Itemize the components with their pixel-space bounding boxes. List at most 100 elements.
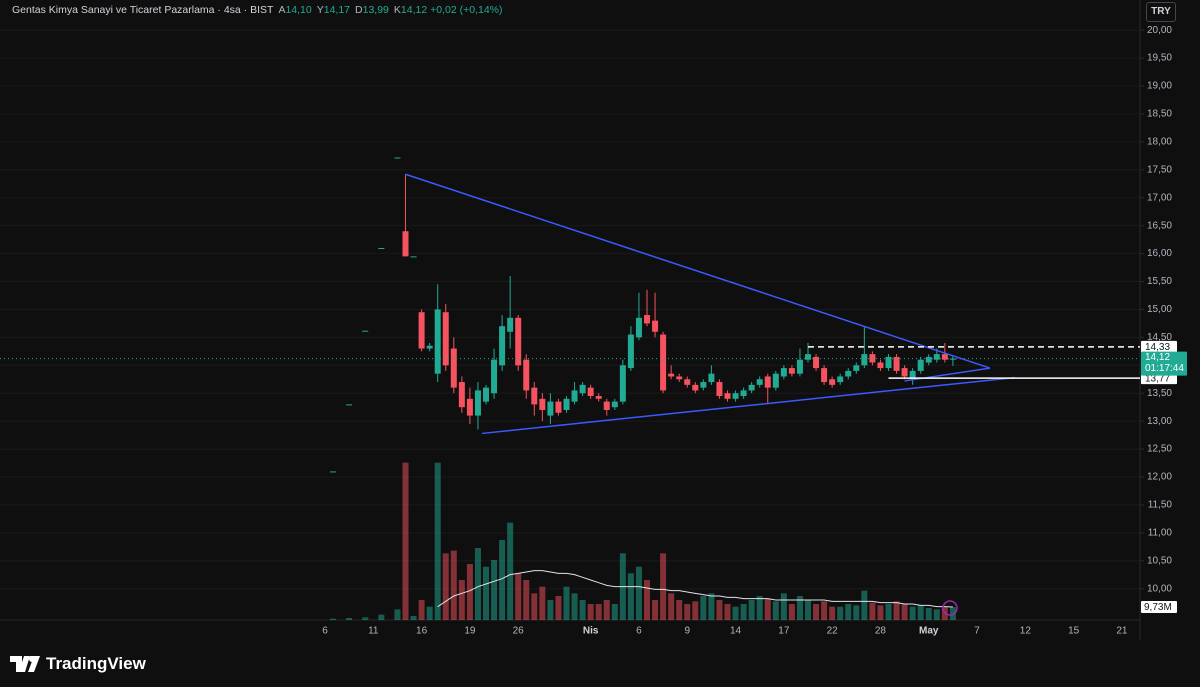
volume-bar [442,553,449,620]
y-tick-label: 13,00 [1147,416,1172,427]
change: +0,02 (+0,14%) [430,4,503,16]
candle-body [676,376,683,380]
candle-body [660,334,667,391]
volume-bar [933,609,940,620]
currency-button[interactable]: TRY [1146,2,1176,22]
legend-key: A [278,4,286,16]
y-tick-label: 15,00 [1147,304,1172,315]
candle-body [330,471,337,473]
volume-ma-line [437,570,953,608]
candle-body [603,401,610,410]
candle-body [933,354,940,360]
x-tick-label: 7 [974,626,980,637]
volume-bar [330,618,337,620]
y-tick-label: 10,00 [1147,583,1172,594]
volume-bar [499,540,506,620]
brand-logo[interactable]: TradingView [10,652,146,676]
candle-body [756,379,763,385]
volume-bar [563,586,570,620]
volume-bar [684,604,691,620]
candle-body [949,358,956,360]
x-tick-label: 9 [684,626,690,637]
x-tick-label: 6 [322,626,328,637]
candle-body [402,231,409,257]
volume-bar [458,580,465,620]
candle-body [644,315,650,324]
y-tick-label: 10,50 [1147,555,1172,566]
volume-bar [877,605,884,620]
candle-body [901,368,908,377]
candle-body [732,393,739,399]
x-tick-label: May [919,626,939,637]
y-tick-label: 20,00 [1147,25,1172,36]
volume-bar [571,593,578,620]
legend-key: Y [316,4,324,16]
candle-body [627,334,634,369]
y-tick-label: 17,50 [1147,164,1172,175]
volume-bar [474,548,481,620]
volume-bar [394,609,401,620]
volume-bar [692,601,699,620]
candle-body [474,390,481,416]
volume-bar [869,602,876,620]
volume-bar [660,553,667,620]
legend-key: D [355,4,363,16]
x-tick-label: 14 [730,626,742,637]
y-tick-label: 18,50 [1147,109,1172,120]
symbol-title: Gentas Kimya Sanayi ve Ticaret Pazarlama… [12,4,274,16]
candle-body [619,365,626,402]
legend-value: 14,17 [323,4,351,16]
volume-label: 9,73M [1144,602,1172,613]
candle-body [716,382,723,397]
volume-bar [652,600,659,620]
candle-body [748,384,755,391]
volume-bar [740,604,747,620]
x-tick-label: 19 [464,626,476,637]
volume-bar [635,566,642,620]
volume-bar [748,600,755,620]
volume-bar [466,564,473,620]
volume-bar [491,560,498,620]
volume-bar [821,601,828,620]
candle-body [418,312,425,349]
volume-bar [772,601,779,620]
candle-body [837,376,844,383]
level-label: 13,77 [1145,373,1170,384]
volume-bar [780,593,787,620]
candle-body [772,373,779,388]
volume-bar [716,600,723,620]
y-tick-label: 11,00 [1148,528,1173,539]
candle-body [909,370,916,380]
x-tick-label: 26 [513,626,525,637]
candle-body [426,345,433,349]
volume-bar [418,600,425,620]
candle-body [515,317,522,366]
candle-body [684,379,691,385]
candle-body [571,390,578,402]
candle-body [466,398,473,416]
level-label-box [1141,340,1177,353]
trend-line [405,173,991,369]
candle-body [764,376,771,388]
volume-bar [434,462,441,620]
candle-body [917,359,924,371]
candle-body [700,382,707,388]
y-tick-label: 16,50 [1147,220,1172,231]
volume-bar [426,606,433,620]
y-tick-label: 19,00 [1147,81,1172,92]
volume-bar [893,601,900,620]
candle-body [442,312,449,366]
volume-bar [925,608,932,620]
volume-bar [909,606,916,620]
volume-bar [917,605,924,620]
last-price-box [1141,351,1187,376]
volume-bar [756,596,763,620]
volume-bar [724,604,731,620]
volume-bar [450,550,457,620]
bar-countdown: 01:17:44 [1145,363,1184,374]
legend: Gentas Kimya Sanayi ve Ticaret Pazarlama… [12,4,503,16]
y-tick-label: 17,00 [1147,192,1172,203]
candle-body [821,368,828,383]
